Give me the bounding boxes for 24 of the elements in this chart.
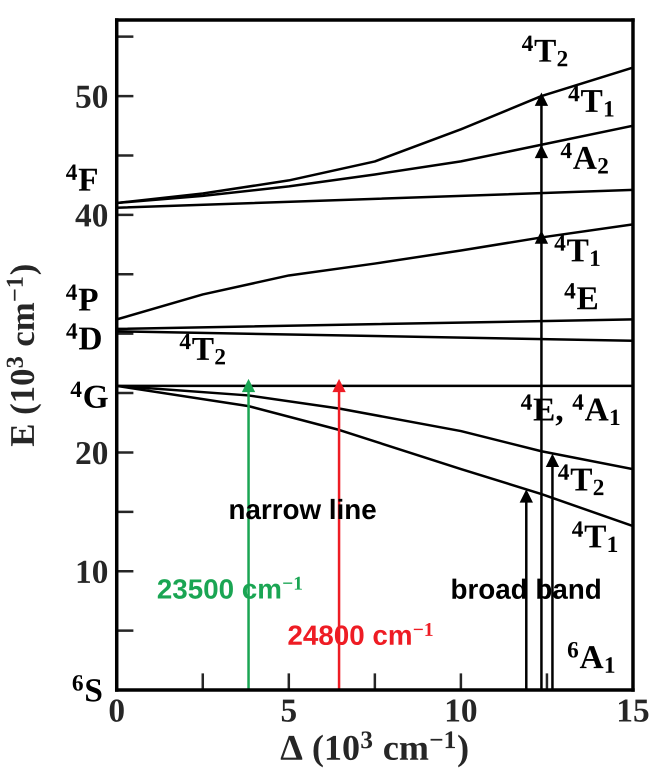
annotation: $^{4}$T$_{2}$: [522, 36, 568, 66]
x-tick-label: 5: [282, 700, 296, 722]
annotation: $^{4}$A$_{2}$: [560, 142, 608, 174]
y-tick-label: 40: [76, 204, 108, 227]
text: $^{4}$F: [66, 164, 97, 191]
annotation: $^{4}$T$_{1}$: [568, 86, 614, 117]
x-tick-label: 10: [446, 699, 476, 722]
y-tick-label: 10: [78, 560, 108, 584]
x-tick-label: 0: [110, 699, 124, 722]
text: $^{4}$G: [70, 382, 108, 408]
text: $^{4}$D: [66, 323, 101, 350]
y-tick-label: 20: [76, 442, 108, 464]
text: $^{6}$S: [72, 675, 102, 702]
y-axis-title: E (10$^{3}$ cm$^{−1}$): [6, 265, 42, 446]
annotation: $^{6}$A$_{1}$: [568, 642, 614, 673]
x-axis-title: Δ (10$^{3}$ cm$^{−1}$): [280, 731, 468, 768]
annotation: $^{4}$T$_{2}$: [180, 334, 225, 364]
annotation: $^{4}$E: [564, 283, 598, 310]
x-tick-label: 15: [618, 700, 648, 722]
annotation: $^{4}$T$_{2}$: [558, 464, 604, 496]
annotation: $^{4}$T$_{1}$: [572, 521, 618, 552]
annotation: $^{4}$T$_{1}$: [554, 235, 600, 266]
text: $^{4}$P: [66, 284, 98, 311]
y-tick-label: 50: [76, 85, 108, 108]
